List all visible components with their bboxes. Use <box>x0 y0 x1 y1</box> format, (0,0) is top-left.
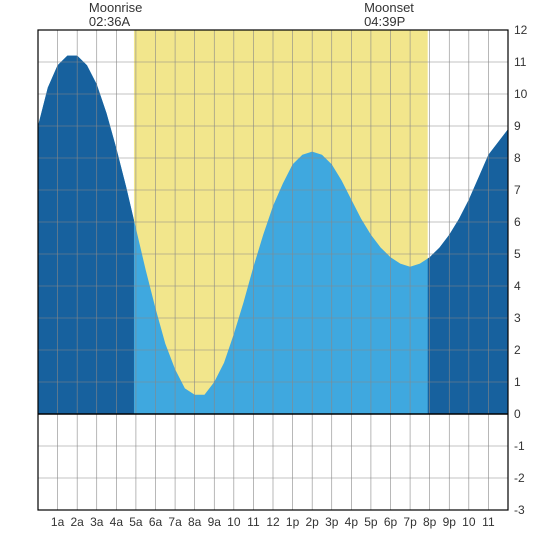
x-tick-label: 11 <box>247 515 260 529</box>
y-tick-label: 10 <box>514 87 528 101</box>
x-tick-label: 11 <box>482 515 495 529</box>
y-tick-label: 7 <box>514 183 521 197</box>
y-tick-label: 9 <box>514 119 521 133</box>
y-tick-label: 6 <box>514 215 521 229</box>
x-tick-label: 12 <box>266 515 280 529</box>
x-tick-label: 4p <box>345 515 359 529</box>
y-tick-label: 8 <box>514 151 521 165</box>
y-tick-label: 11 <box>514 55 527 69</box>
x-tick-label: 3a <box>90 515 104 529</box>
x-tick-label: 5a <box>129 515 143 529</box>
x-tick-label: 8a <box>188 515 202 529</box>
x-tick-label: 1a <box>51 515 65 529</box>
y-tick-label: 3 <box>514 311 521 325</box>
x-tick-label: 9a <box>208 515 222 529</box>
y-tick-label: -3 <box>514 503 525 517</box>
moonset-time: 04:39P <box>364 14 405 29</box>
x-tick-label: 9p <box>443 515 457 529</box>
y-tick-label: -1 <box>514 439 525 453</box>
chart-svg: -3-2-101234567891011121a2a3a4a5a6a7a8a9a… <box>0 0 550 550</box>
x-tick-label: 7a <box>168 515 182 529</box>
moonrise-time: 02:36A <box>89 14 131 29</box>
x-tick-label: 5p <box>364 515 378 529</box>
moonset-label: Moonset <box>364 0 414 15</box>
moonrise-label: Moonrise <box>89 0 142 15</box>
x-tick-label: 2p <box>305 515 319 529</box>
y-tick-label: 2 <box>514 343 521 357</box>
x-tick-label: 10 <box>462 515 476 529</box>
x-tick-label: 10 <box>227 515 241 529</box>
y-tick-label: 4 <box>514 279 521 293</box>
x-tick-label: 7p <box>403 515 417 529</box>
x-tick-label: 3p <box>325 515 339 529</box>
x-tick-label: 2a <box>70 515 84 529</box>
y-tick-label: 0 <box>514 407 521 421</box>
x-tick-label: 4a <box>110 515 124 529</box>
x-tick-label: 1p <box>286 515 300 529</box>
y-tick-label: 12 <box>514 23 528 37</box>
tide-chart: -3-2-101234567891011121a2a3a4a5a6a7a8a9a… <box>0 0 550 550</box>
x-tick-label: 8p <box>423 515 437 529</box>
y-tick-label: 1 <box>514 375 521 389</box>
y-tick-label: 5 <box>514 247 521 261</box>
x-tick-label: 6a <box>149 515 163 529</box>
x-tick-label: 6p <box>384 515 398 529</box>
y-tick-label: -2 <box>514 471 525 485</box>
